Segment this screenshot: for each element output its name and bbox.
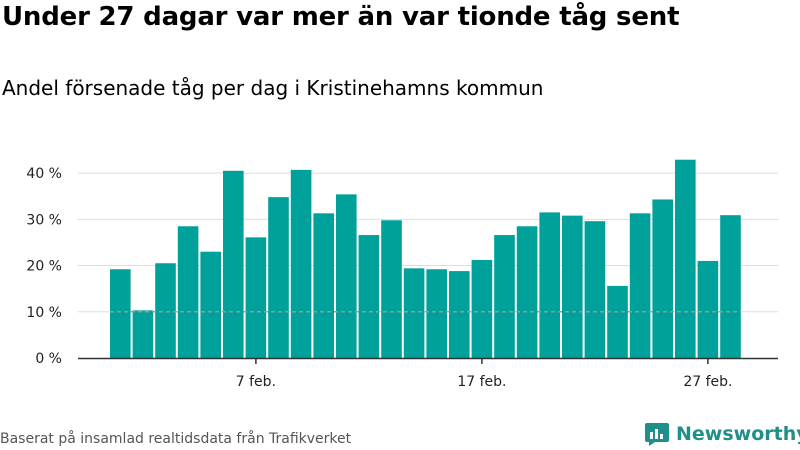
bar[interactable] [697, 260, 719, 358]
bar[interactable] [290, 169, 312, 358]
bar-chart-logo-icon [645, 423, 669, 446]
chart-title: Under 27 dagar var mer än var tionde tåg… [2, 2, 680, 32]
bar[interactable] [516, 226, 538, 358]
x-tick-label: 27 feb. [683, 374, 732, 390]
chart-subtitle: Andel försenade tåg per dag i Kristineha… [2, 76, 544, 100]
bars [110, 159, 741, 358]
bar[interactable] [155, 263, 176, 358]
bar[interactable] [358, 235, 380, 358]
axes [78, 357, 778, 364]
bar[interactable] [132, 310, 154, 358]
y-tick-label: 40 % [26, 166, 62, 182]
bar[interactable] [223, 170, 244, 358]
newsworthy-logo[interactable]: Newsworthy [644, 420, 800, 448]
bar[interactable] [177, 226, 199, 358]
bar[interactable] [675, 159, 696, 358]
x-tick-label: 7 feb. [236, 374, 276, 390]
bar[interactable] [426, 269, 447, 358]
bar[interactable] [245, 237, 267, 358]
bar[interactable] [629, 213, 651, 358]
bar[interactable] [110, 269, 131, 358]
x-tick-label: 17 feb. [457, 374, 506, 390]
bar[interactable] [381, 220, 402, 358]
y-tick-label: 10 % [26, 305, 62, 321]
bar[interactable] [607, 285, 628, 358]
bar[interactable] [313, 213, 334, 358]
bar[interactable] [471, 260, 493, 358]
bar[interactable] [584, 221, 606, 358]
bar[interactable] [720, 215, 741, 358]
y-tick-label: 20 % [26, 259, 62, 275]
bar[interactable] [403, 268, 425, 358]
brand-name: Newsworthy [676, 423, 800, 445]
tick-labels: 0 % 10 % 20 % 30 % 40 % 7 feb. 17 feb. 27 feb. [26, 166, 732, 390]
y-tick-label: 30 % [26, 212, 62, 228]
source-footer: Baserat på insamlad realtidsdata från Tr… [0, 431, 352, 447]
bar[interactable] [562, 215, 583, 358]
bar[interactable] [200, 251, 221, 358]
y-tick-label: 0 % [35, 351, 62, 367]
bar[interactable] [336, 194, 357, 358]
bar[interactable] [539, 212, 560, 358]
bar[interactable] [494, 235, 515, 358]
bar[interactable] [449, 271, 470, 358]
bar[interactable] [652, 199, 673, 358]
bar[interactable] [268, 197, 289, 358]
